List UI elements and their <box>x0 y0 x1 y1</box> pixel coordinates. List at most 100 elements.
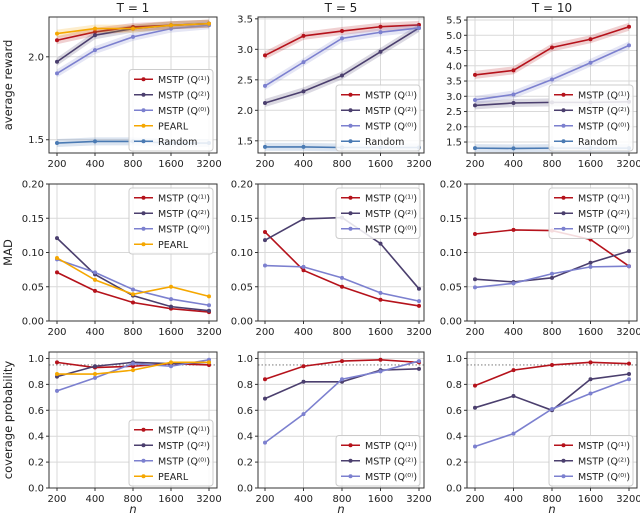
y-tick-label: 0.00 <box>440 317 462 328</box>
data-point <box>263 101 267 105</box>
x-tick-label: 400 <box>504 327 523 338</box>
data-point <box>207 294 211 298</box>
legend-label: Random <box>365 137 404 148</box>
data-point <box>93 376 97 380</box>
data-point <box>93 48 97 52</box>
y-tick-label: 1.5 <box>28 135 44 146</box>
data-point <box>55 270 59 274</box>
data-point <box>550 363 554 367</box>
data-point <box>627 372 631 376</box>
legend-marker <box>142 93 146 97</box>
data-point <box>169 364 173 368</box>
legend-label: MSTP (Q⁽²⁾) <box>158 90 210 101</box>
data-point <box>55 60 59 64</box>
y-tick-label: 0.20 <box>22 180 44 191</box>
legend-label: MSTP (Q⁽²⁾) <box>365 456 417 467</box>
legend-label: MSTP (Q⁽²⁾) <box>578 456 630 467</box>
data-point <box>263 397 267 401</box>
legend-marker <box>562 139 566 143</box>
legend-label: MSTP (Q⁽⁰⁾) <box>365 121 417 132</box>
y-tick-label: 1.0 <box>237 354 253 365</box>
x-tick-label: 1600 <box>158 494 183 505</box>
data-point <box>131 292 135 296</box>
data-point <box>302 268 306 272</box>
legend-marker <box>562 474 566 478</box>
data-point <box>302 60 306 64</box>
data-point <box>627 249 631 253</box>
data-point <box>302 380 306 384</box>
legend-marker <box>142 196 146 200</box>
y-tick-label: 0.8 <box>446 380 462 391</box>
data-point <box>55 256 59 260</box>
x-tick-label: 3200 <box>616 327 640 338</box>
legend-marker <box>142 124 146 128</box>
data-point <box>512 281 516 285</box>
legend-label: MSTP (Q⁽¹⁾) <box>365 90 417 101</box>
y-tick-label: 0.8 <box>28 380 44 391</box>
y-tick-label: 0.05 <box>440 282 462 293</box>
y-tick-label: 1.0 <box>446 354 462 365</box>
legend-marker <box>349 196 353 200</box>
legend-marker <box>562 124 566 128</box>
legend-marker <box>349 93 353 97</box>
data-point <box>263 264 267 268</box>
x-tick-label: 200 <box>465 494 484 505</box>
x-tick-label: 400 <box>85 327 104 338</box>
y-tick-label: 0.4 <box>28 432 44 443</box>
data-point <box>473 103 477 107</box>
y-tick-label: 0.15 <box>231 214 253 225</box>
data-point <box>263 84 267 88</box>
legend-label: MSTP (Q⁽¹⁾) <box>578 193 630 204</box>
legend: MSTP (Q⁽¹⁾)MSTP (Q⁽²⁾)MSTP (Q⁽⁰⁾) <box>336 188 420 239</box>
x-axis-label: n <box>548 502 555 514</box>
data-point <box>263 145 267 149</box>
data-point <box>302 217 306 221</box>
legend-marker <box>562 443 566 447</box>
y-tick-label: 0.15 <box>440 214 462 225</box>
legend-label: MSTP (Q⁽⁰⁾) <box>578 472 630 483</box>
data-point <box>627 25 631 29</box>
x-tick-label: 800 <box>332 327 351 338</box>
data-point <box>627 377 631 381</box>
data-point <box>93 278 97 282</box>
y-tick-label: 5.0 <box>446 31 462 42</box>
legend-label: MSTP (Q⁽²⁾) <box>158 441 210 452</box>
data-point <box>340 377 344 381</box>
legend-label: MSTP (Q⁽⁰⁾) <box>158 456 210 467</box>
data-point <box>379 30 383 34</box>
y-tick-label: 3.0 <box>446 92 462 103</box>
x-tick-label: 800 <box>542 159 561 170</box>
legend-marker <box>349 443 353 447</box>
y-tick-label: 0.4 <box>446 432 462 443</box>
legend-marker <box>562 196 566 200</box>
legend-marker <box>142 108 146 112</box>
data-point <box>379 242 383 246</box>
y-axis-label: coverage probability <box>1 361 15 480</box>
x-tick-label: 400 <box>294 494 313 505</box>
y-tick-label: 2.0 <box>237 106 253 117</box>
legend-label: PEARL <box>158 472 189 483</box>
y-tick-label: 2.0 <box>446 122 462 133</box>
data-point <box>379 369 383 373</box>
x-tick-label: 1600 <box>368 494 393 505</box>
data-point <box>512 92 516 96</box>
data-point <box>417 299 421 303</box>
y-tick-label: 0.10 <box>231 248 253 259</box>
data-point <box>93 33 97 37</box>
x-tick-label: 200 <box>47 494 66 505</box>
data-point <box>131 35 135 39</box>
legend-label: MSTP (Q⁽⁰⁾) <box>578 121 630 132</box>
y-tick-label: 3.0 <box>237 45 253 56</box>
data-point <box>589 377 593 381</box>
data-point <box>207 303 211 307</box>
x-tick-label: 1600 <box>158 159 183 170</box>
x-tick-label: 200 <box>465 327 484 338</box>
legend-marker <box>562 108 566 112</box>
y-axis-label: MAD <box>1 239 15 266</box>
legend-label: MSTP (Q⁽¹⁾) <box>158 193 210 204</box>
